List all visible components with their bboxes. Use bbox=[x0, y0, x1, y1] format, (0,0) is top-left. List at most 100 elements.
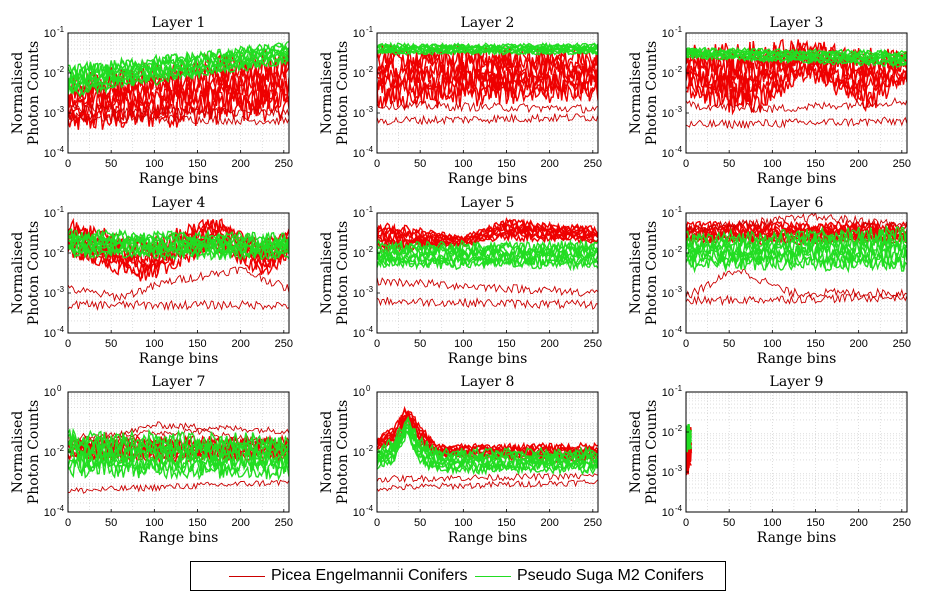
series-line-outlier bbox=[377, 277, 598, 297]
series-line-outlier bbox=[68, 266, 289, 303]
x-tick-label: 50 bbox=[105, 517, 117, 529]
y-tick-exponent: -1 bbox=[675, 205, 683, 214]
series-line-outlier bbox=[686, 268, 907, 299]
legend-item-picea: Picea Engelmannii Conifers bbox=[229, 562, 468, 590]
series-line bbox=[377, 218, 598, 242]
x-axis-label: Range bins bbox=[757, 530, 837, 546]
chart-title: Layer 6 bbox=[770, 195, 824, 211]
series-line bbox=[377, 238, 598, 255]
x-tick-label: 50 bbox=[414, 338, 426, 350]
y-tick-label: 10 bbox=[662, 467, 674, 479]
plot-area bbox=[68, 217, 289, 312]
y-tick-label: 10 bbox=[44, 248, 56, 260]
y-tick-label: 10 bbox=[662, 387, 674, 399]
y-tick-label: 10 bbox=[44, 68, 56, 80]
y-axis-label: NormalisedPhoton Counts bbox=[319, 221, 351, 325]
x-tick-label: 200 bbox=[849, 338, 867, 350]
y-tick-exponent: -3 bbox=[366, 105, 374, 114]
y-tick-label: 10 bbox=[44, 387, 56, 399]
series-line bbox=[377, 415, 598, 460]
y-tick-exponent: -2 bbox=[675, 424, 683, 433]
series-line-outlier bbox=[686, 213, 907, 234]
y-tick-label: 10 bbox=[662, 28, 674, 40]
y-axis-label: NormalisedPhoton Counts bbox=[319, 41, 351, 145]
x-tick-label: 100 bbox=[145, 158, 163, 170]
chart-title: Layer 2 bbox=[461, 15, 515, 31]
x-tick-label: 0 bbox=[683, 517, 689, 529]
x-tick-label: 150 bbox=[806, 338, 824, 350]
x-tick-label: 150 bbox=[497, 338, 515, 350]
series-line bbox=[68, 243, 289, 261]
chart-title: Layer 4 bbox=[152, 195, 206, 211]
series-line bbox=[686, 448, 692, 476]
y-tick-exponent: -3 bbox=[675, 105, 683, 114]
legend-label: Picea Engelmannii Conifers bbox=[271, 567, 468, 584]
x-tick-label: 0 bbox=[65, 338, 71, 350]
y-tick-exponent: 0 bbox=[57, 384, 62, 393]
series-line bbox=[377, 426, 598, 472]
x-tick-label: 150 bbox=[497, 517, 515, 529]
x-tick-label: 100 bbox=[454, 517, 472, 529]
series-line bbox=[68, 52, 289, 99]
y-tick-label: 10 bbox=[44, 148, 56, 160]
series-picea bbox=[377, 43, 598, 126]
series-line bbox=[686, 235, 907, 258]
y-tick-exponent: -2 bbox=[57, 245, 65, 254]
x-tick-label: 100 bbox=[763, 158, 781, 170]
y-tick-exponent: -4 bbox=[675, 504, 683, 513]
y-tick-exponent: -4 bbox=[57, 325, 65, 334]
axes-box bbox=[67, 32, 290, 154]
series-line bbox=[686, 59, 907, 106]
series-line bbox=[377, 407, 598, 455]
x-tick-label: 0 bbox=[65, 517, 71, 529]
y-tick-label: 10 bbox=[662, 208, 674, 220]
x-tick-label: 250 bbox=[275, 338, 293, 350]
y-tick-exponent: -4 bbox=[366, 504, 374, 513]
chart-title: Layer 8 bbox=[461, 374, 515, 390]
y-tick-label: 10 bbox=[44, 447, 56, 459]
y-tick-exponent: -2 bbox=[366, 245, 374, 254]
y-tick-exponent: -1 bbox=[57, 205, 65, 214]
grid bbox=[685, 392, 907, 512]
x-tick-label: 100 bbox=[145, 338, 163, 350]
series-line bbox=[377, 252, 598, 266]
series-line-outlier bbox=[686, 116, 907, 130]
series-pseudo bbox=[68, 228, 289, 262]
x-tick-label: 0 bbox=[65, 158, 71, 170]
series-line-outlier bbox=[686, 291, 907, 307]
series-line bbox=[377, 423, 598, 467]
y-tick-label: 10 bbox=[353, 507, 365, 519]
y-tick-exponent: -1 bbox=[366, 205, 374, 214]
series-pseudo bbox=[686, 224, 907, 274]
y-tick-exponent: -3 bbox=[675, 285, 683, 294]
y-tick-label: 10 bbox=[662, 328, 674, 340]
series-line bbox=[377, 405, 598, 453]
x-tick-label: 200 bbox=[540, 338, 558, 350]
series-line bbox=[686, 63, 907, 108]
series-pseudo bbox=[68, 427, 289, 482]
y-axis-label: NormalisedPhoton Counts bbox=[10, 221, 42, 325]
plot-area bbox=[377, 216, 598, 310]
series-pseudo bbox=[377, 415, 598, 476]
series-line bbox=[68, 427, 289, 453]
x-tick-label: 100 bbox=[763, 338, 781, 350]
x-tick-label: 0 bbox=[683, 158, 689, 170]
series-line bbox=[68, 228, 289, 245]
x-tick-label: 50 bbox=[414, 517, 426, 529]
x-tick-label: 200 bbox=[849, 158, 867, 170]
x-tick-label: 200 bbox=[231, 338, 249, 350]
y-tick-label: 10 bbox=[353, 108, 365, 120]
y-axis-label: NormalisedPhoton Counts bbox=[628, 41, 660, 145]
series-picea bbox=[68, 217, 289, 312]
x-tick-label: 250 bbox=[584, 338, 602, 350]
y-tick-label: 10 bbox=[353, 288, 365, 300]
y-tick-exponent: -2 bbox=[57, 65, 65, 74]
x-axis-label: Range bins bbox=[139, 171, 219, 187]
series-line bbox=[686, 245, 907, 268]
x-tick-label: 250 bbox=[275, 517, 293, 529]
